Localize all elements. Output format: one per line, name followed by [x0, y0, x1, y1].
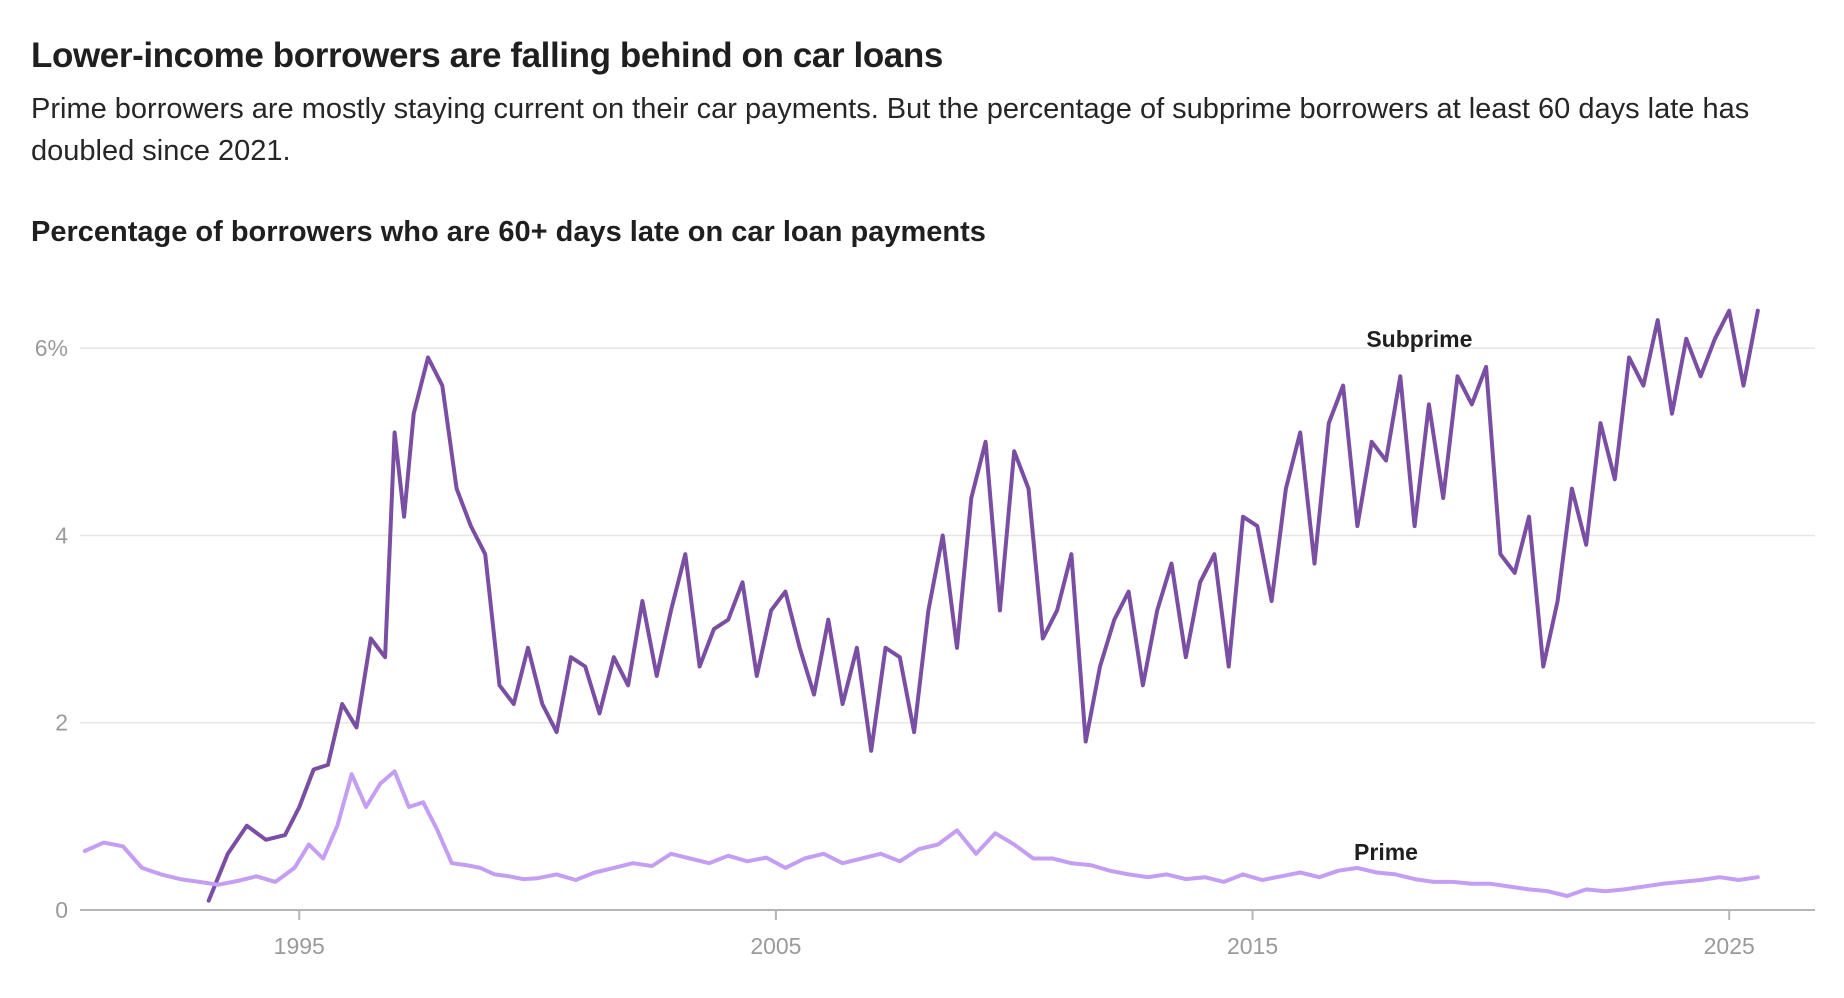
- series-label-prime: Prime: [1354, 839, 1418, 865]
- series-label-subprime: Subprime: [1366, 326, 1472, 352]
- x-tick-label: 2015: [1227, 933, 1278, 959]
- chart-subtitle: Prime borrowers are mostly staying curre…: [31, 93, 1750, 167]
- y-tick-label: 4: [55, 522, 68, 548]
- y-tick-label: 2: [55, 710, 68, 736]
- chart-title: Percentage of borrowers who are 60+ days…: [31, 216, 986, 248]
- series-line-subprime: [206, 308, 1760, 903]
- series-labels: Subprime Prime: [1354, 326, 1472, 865]
- y-tick-label: 6%: [35, 335, 68, 361]
- x-tick-label: 1995: [274, 933, 325, 959]
- chart-headline: Lower-income borrowers are falling behin…: [31, 36, 943, 75]
- series-line-prime: [82, 769, 1760, 898]
- x-axis: 1995 2005 2015 2025: [274, 910, 1755, 959]
- y-tick-label: 0: [55, 897, 68, 923]
- gridlines: [80, 347, 1815, 724]
- x-tick-label: 2005: [750, 933, 801, 959]
- y-axis: 0 2 4 6%: [35, 335, 68, 923]
- x-tick-label: 2025: [1704, 933, 1755, 959]
- series-lines: [82, 308, 1760, 903]
